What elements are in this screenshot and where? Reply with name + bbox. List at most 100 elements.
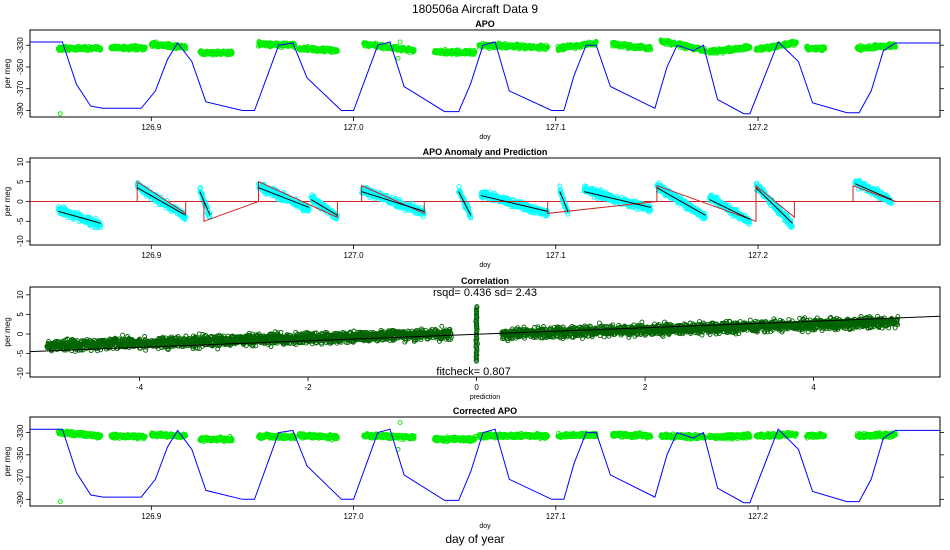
plot-area xyxy=(30,177,940,230)
y-axis-label: per meg xyxy=(3,317,12,346)
outlier-point xyxy=(57,111,63,117)
x-axis-label: doy xyxy=(479,262,491,269)
trend-line xyxy=(361,191,425,212)
data-point xyxy=(789,223,795,229)
data-point xyxy=(593,38,599,44)
y-tick-label: 0 xyxy=(16,199,25,204)
x-axis-label: prediction xyxy=(470,394,500,401)
data-point xyxy=(229,50,235,56)
data-point xyxy=(747,219,753,225)
data-point xyxy=(468,215,474,221)
y-tick-label: 10 xyxy=(16,157,25,166)
panel-frame xyxy=(29,29,941,118)
trend-line xyxy=(310,199,338,216)
series-line xyxy=(30,41,940,115)
points-anomaly xyxy=(55,177,894,230)
data-point xyxy=(472,49,478,55)
data-point xyxy=(822,44,827,50)
data-point xyxy=(292,45,298,51)
data-point xyxy=(98,224,103,230)
y-tick-label: -10 xyxy=(16,235,25,247)
data-point xyxy=(183,214,189,220)
data-point xyxy=(411,48,417,53)
data-point xyxy=(874,186,880,192)
data-point xyxy=(648,47,654,53)
x-tick-label: 126.9 xyxy=(141,123,162,132)
trend-line xyxy=(559,191,569,212)
outlier-point xyxy=(397,39,403,45)
y-tick-label: 5 xyxy=(16,179,25,184)
data-point xyxy=(893,44,898,50)
panel-anomaly: APO Anomaly and Prediction per meg doy 126.… xyxy=(3,147,941,269)
y-tick-label: 5 xyxy=(16,312,25,317)
x-tick-label: 2 xyxy=(643,383,648,392)
x-tick-label: -4 xyxy=(136,383,144,392)
y-axis-label: per meg xyxy=(3,59,12,88)
trend-line xyxy=(854,183,892,200)
x-tick-label: 127.2 xyxy=(748,251,769,260)
data-point xyxy=(822,46,828,52)
data-point xyxy=(467,212,473,218)
data-point xyxy=(557,183,563,189)
data-point xyxy=(292,42,298,48)
plot-area xyxy=(30,37,940,117)
y-tick-label: -370 xyxy=(16,80,25,97)
data-point xyxy=(793,40,799,45)
data-point xyxy=(648,207,654,213)
y-tick-label: -10 xyxy=(16,367,25,379)
trend-line xyxy=(258,187,310,208)
trend-line xyxy=(199,191,211,216)
trend-line xyxy=(656,187,706,216)
trend-line xyxy=(458,191,472,216)
trend-line xyxy=(58,210,101,224)
data-point xyxy=(545,44,551,50)
x-tick-label: 126.9 xyxy=(141,251,162,260)
panel-title: APO Anomaly and Prediction xyxy=(423,147,548,157)
panel-title: Correlation xyxy=(461,276,509,286)
trend-line xyxy=(755,187,793,224)
trend-line xyxy=(480,195,548,212)
data-point xyxy=(198,185,204,191)
data-point xyxy=(142,44,148,50)
y-tick-label: -5 xyxy=(16,349,25,357)
data-point xyxy=(565,211,571,217)
x-tick-label: 4 xyxy=(811,383,816,392)
x-tick-label: -2 xyxy=(304,383,312,392)
data-point xyxy=(183,44,188,50)
y-tick-label: -390 xyxy=(16,102,25,119)
points-apo xyxy=(55,37,898,117)
data-point xyxy=(456,184,462,190)
data-point xyxy=(694,205,700,211)
data-point xyxy=(778,206,784,212)
y-tick-label: -5 xyxy=(16,217,25,225)
points-correlation xyxy=(44,304,901,364)
data-point xyxy=(183,46,189,52)
y-tick-label: -330 xyxy=(16,37,25,54)
panel-frame xyxy=(29,286,941,378)
data-point xyxy=(98,45,104,51)
plot-area xyxy=(30,304,940,364)
x-tick-label: 0 xyxy=(474,383,479,392)
data-point xyxy=(410,201,416,207)
x-tick-label: 127.2 xyxy=(748,123,769,132)
data-point xyxy=(747,45,753,51)
panels: APO per meg doy 126.9 127.0 127.1 127.2 -330 -35… xyxy=(3,19,944,530)
outlier-point xyxy=(395,55,401,61)
data-point xyxy=(889,200,894,206)
x-tick-label: 127.0 xyxy=(344,123,365,132)
panel-title: APO xyxy=(475,19,495,29)
x-axis-label: doy xyxy=(479,134,491,141)
trend-line xyxy=(583,191,651,208)
trend-line xyxy=(136,187,186,216)
x-tick-label: 127.1 xyxy=(546,251,567,260)
panel-apo: APO per meg doy 126.9 127.0 127.1 127.2 -330 -35… xyxy=(3,19,944,141)
y-tick-label: 10 xyxy=(16,290,25,299)
trend-line xyxy=(709,199,751,220)
x-tick-label: 127.1 xyxy=(546,123,567,132)
prediction-line xyxy=(30,180,940,223)
y-axis-label: per meg xyxy=(3,187,12,216)
y-tick-label: -350 xyxy=(16,58,25,75)
data-point xyxy=(334,48,340,54)
